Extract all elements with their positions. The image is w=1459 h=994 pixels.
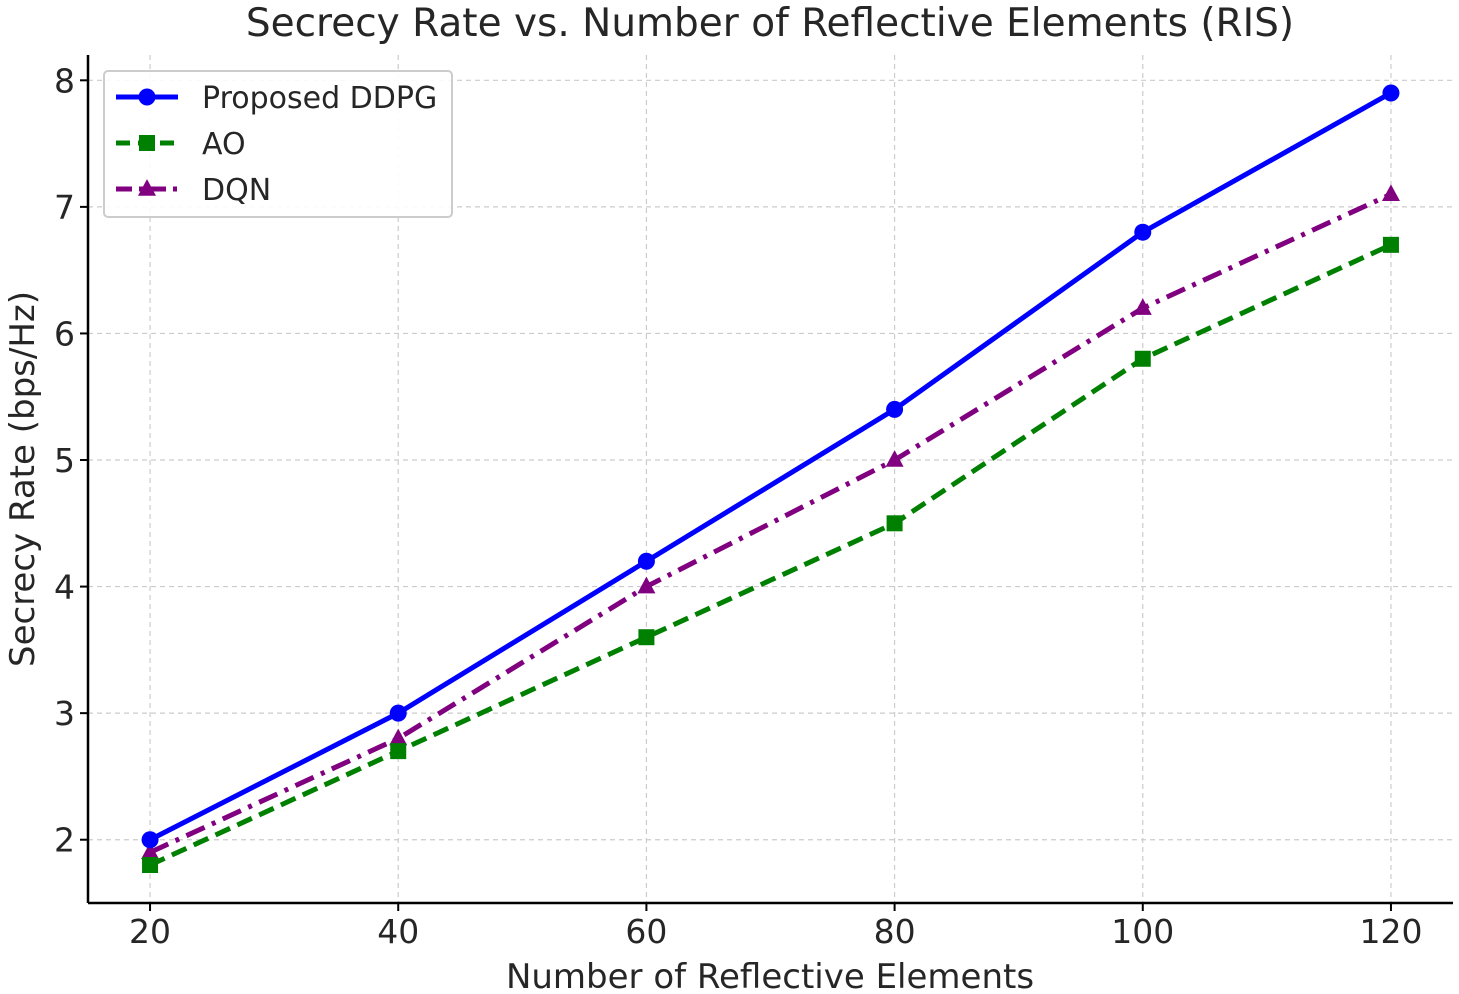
series-layer bbox=[141, 84, 1400, 874]
data-point-dqn bbox=[1381, 184, 1400, 201]
data-point-dqn bbox=[141, 842, 160, 860]
legend-label-ao: AO bbox=[202, 127, 246, 162]
data-point-ao bbox=[638, 629, 655, 646]
x-tick-label: 80 bbox=[874, 912, 916, 951]
legend-marker-dqn bbox=[138, 179, 156, 196]
y-tick-label: 5 bbox=[54, 441, 75, 480]
y-tick-label: 3 bbox=[54, 694, 75, 733]
data-point-dqn bbox=[637, 576, 656, 594]
grid bbox=[88, 55, 1453, 903]
legend-label-proposed-ddpg: Proposed DDPG bbox=[202, 81, 437, 116]
x-tick-label: 100 bbox=[1111, 912, 1174, 951]
data-point-proposed-ddpg bbox=[637, 552, 655, 570]
data-point-ao bbox=[886, 515, 903, 532]
data-point-ao bbox=[1382, 236, 1399, 253]
y-tick-label: 2 bbox=[54, 821, 75, 860]
legend-label-dqn: DQN bbox=[202, 173, 271, 208]
legend-item-ao: AO bbox=[116, 127, 246, 162]
legend-item-proposed-ddpg: Proposed DDPG bbox=[116, 81, 437, 116]
data-point-dqn bbox=[389, 728, 408, 746]
ticks: 20 40 60 80 100 120 2 3 4 5 6 7 8 bbox=[54, 61, 1422, 951]
legend: Proposed DDPG AO DQN bbox=[103, 70, 453, 218]
x-tick-label: 120 bbox=[1359, 912, 1422, 951]
legend-frame bbox=[103, 70, 453, 218]
chart-title: Secrecy Rate vs. Number of Reflective El… bbox=[246, 1, 1294, 46]
data-point-dqn bbox=[1133, 298, 1152, 315]
y-tick-label: 4 bbox=[54, 568, 75, 607]
series-line-proposed-ddpg bbox=[148, 90, 1393, 842]
data-point-proposed-ddpg bbox=[389, 704, 407, 722]
y-tick-label: 7 bbox=[54, 188, 75, 227]
series-line-ao bbox=[149, 242, 1392, 868]
x-tick-label: 20 bbox=[129, 912, 171, 951]
data-point-ao bbox=[1134, 350, 1151, 367]
data-point-proposed-ddpg bbox=[141, 831, 159, 849]
x-tick-label: 60 bbox=[625, 912, 667, 951]
data-point-ao bbox=[390, 743, 407, 760]
series-proposed-ddpg bbox=[141, 84, 1400, 849]
y-axis-title: Secrecy Rate (bps/Hz) bbox=[3, 291, 43, 667]
legend-marker-proposed-ddpg bbox=[138, 88, 156, 106]
x-axis-title: Number of Reflective Elements bbox=[506, 957, 1034, 994]
series-line-dqn bbox=[149, 191, 1392, 855]
x-tick-label: 40 bbox=[377, 912, 419, 951]
y-tick-label: 8 bbox=[54, 61, 75, 100]
data-point-proposed-ddpg bbox=[1382, 84, 1400, 102]
data-point-ao bbox=[142, 857, 159, 874]
series-ao bbox=[142, 236, 1399, 874]
data-point-proposed-ddpg bbox=[1134, 223, 1152, 241]
data-point-proposed-ddpg bbox=[886, 400, 904, 418]
data-point-dqn bbox=[885, 450, 904, 467]
series-dqn bbox=[141, 184, 1400, 860]
y-tick-label: 6 bbox=[54, 314, 75, 353]
axes bbox=[86, 55, 1453, 905]
legend-marker-ao bbox=[139, 135, 155, 151]
legend-item-dqn: DQN bbox=[116, 173, 271, 208]
